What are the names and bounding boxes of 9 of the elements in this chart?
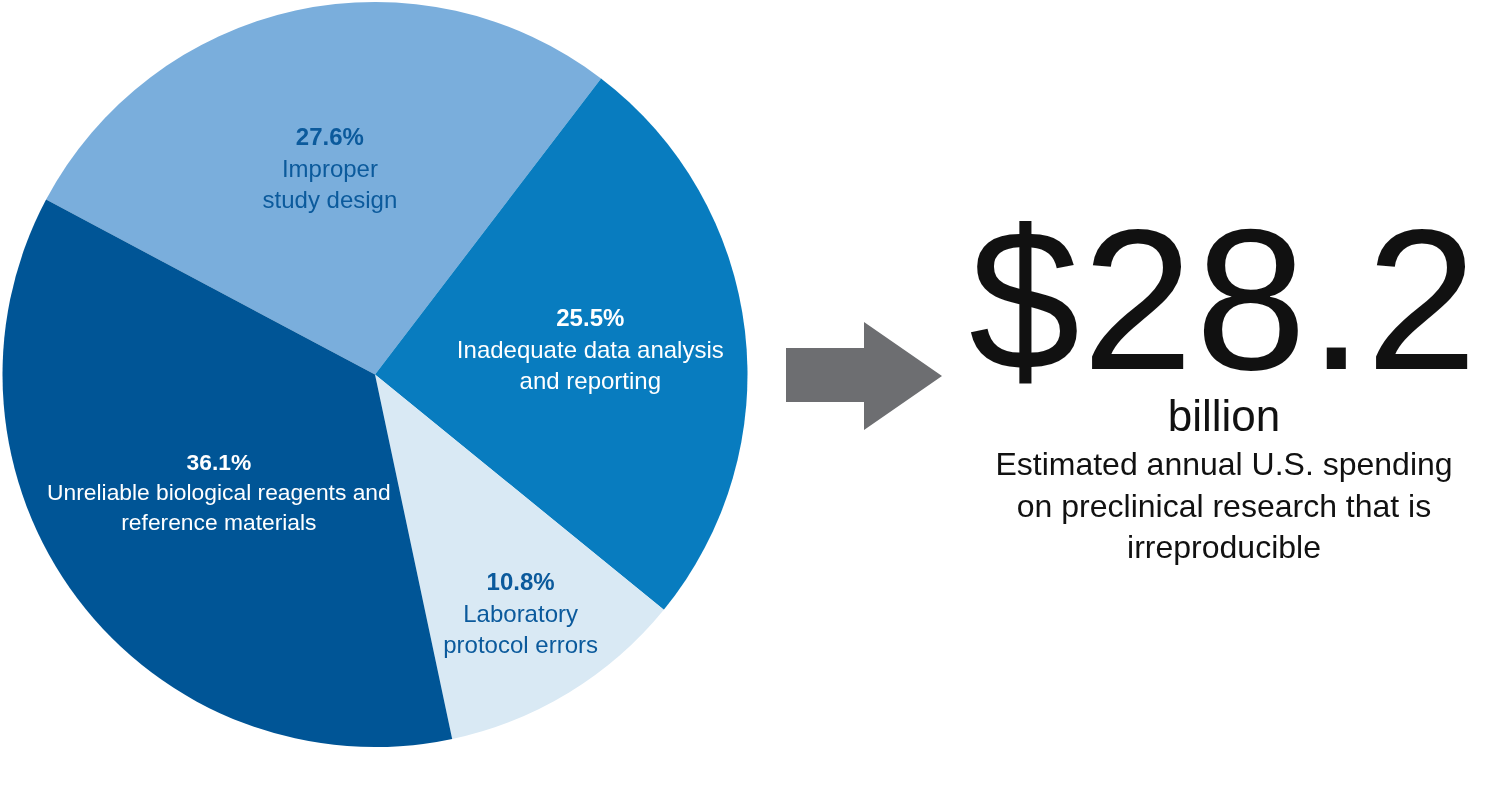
slice-label: Improper study design [262,154,398,213]
slice-label: Inadequate data analysis and reporting [456,335,724,394]
slice-label: Laboratory protocol errors [443,599,598,658]
slice-label: Unreliable biological reagents and reference materials [47,479,391,535]
text: Estimated annual U.S. spending on preclinical research that is irreproducible [994,445,1454,568]
data-label: 36.1% [186,449,252,476]
data-label: 27.6% [295,123,364,151]
data-label: 25.5% [556,304,625,332]
data-label: 10.8% [486,568,555,596]
